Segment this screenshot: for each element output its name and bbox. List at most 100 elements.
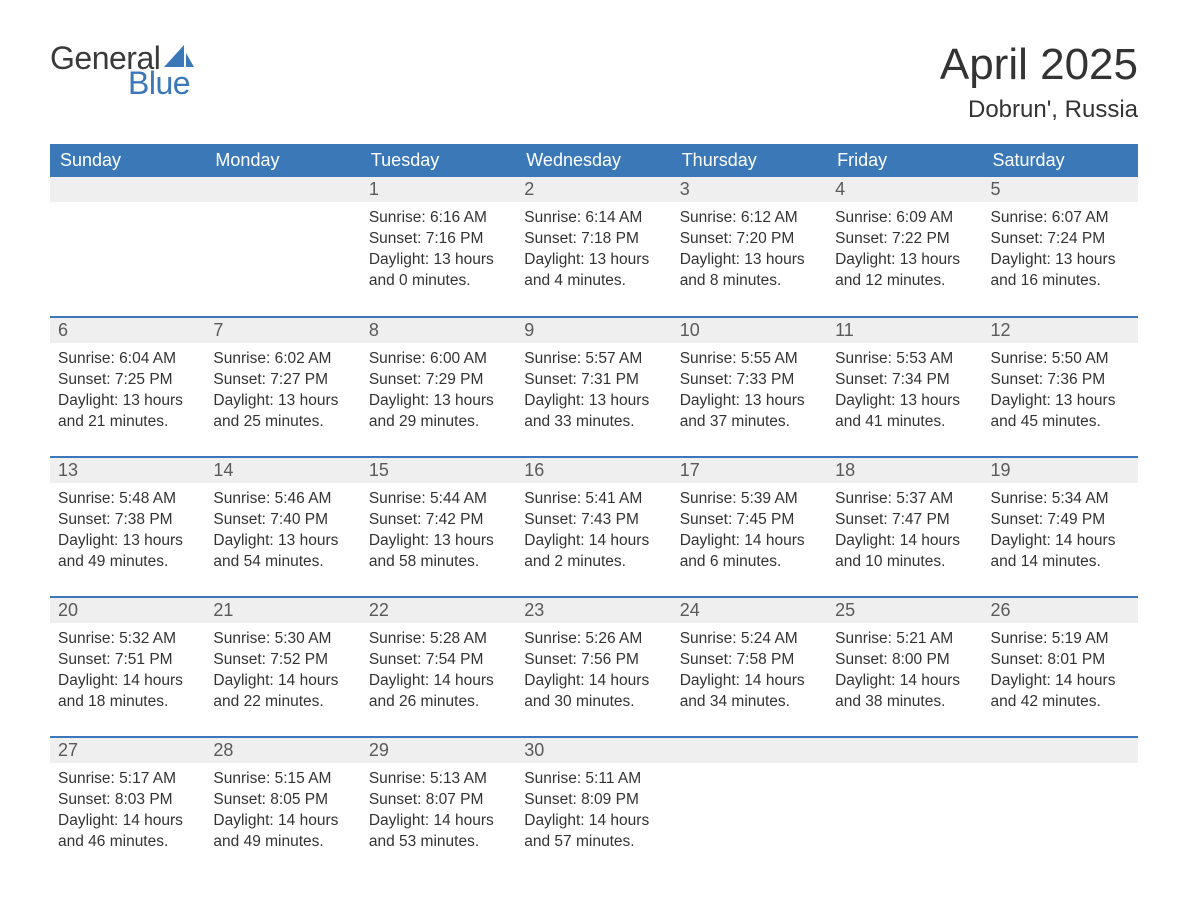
sunrise-line: Sunrise: 6:07 AM <box>991 208 1130 229</box>
calendar-day-cell: 9Sunrise: 5:57 AMSunset: 7:31 PMDaylight… <box>516 317 671 457</box>
sunrise-line: Sunrise: 5:34 AM <box>991 489 1130 510</box>
day-body: Sunrise: 5:34 AMSunset: 7:49 PMDaylight:… <box>983 483 1138 583</box>
sunset-line: Sunset: 7:42 PM <box>369 510 508 531</box>
calendar-day-cell: 30Sunrise: 5:11 AMSunset: 8:09 PMDayligh… <box>516 737 671 877</box>
sunset-line: Sunset: 7:33 PM <box>680 370 819 391</box>
calendar-day-cell: 28Sunrise: 5:15 AMSunset: 8:05 PMDayligh… <box>205 737 360 877</box>
calendar-day-cell: 12Sunrise: 5:50 AMSunset: 7:36 PMDayligh… <box>983 317 1138 457</box>
day-body: Sunrise: 5:26 AMSunset: 7:56 PMDaylight:… <box>516 623 671 723</box>
day-body: Sunrise: 5:19 AMSunset: 8:01 PMDaylight:… <box>983 623 1138 723</box>
day-body: Sunrise: 5:17 AMSunset: 8:03 PMDaylight:… <box>50 763 205 863</box>
daylight-line: Daylight: 13 hours and 25 minutes. <box>213 391 352 433</box>
day-body: Sunrise: 5:15 AMSunset: 8:05 PMDaylight:… <box>205 763 360 863</box>
sunrise-line: Sunrise: 5:53 AM <box>835 349 974 370</box>
sunset-line: Sunset: 7:52 PM <box>213 650 352 671</box>
daylight-line: Daylight: 14 hours and 30 minutes. <box>524 671 663 713</box>
calendar-day-cell: 20Sunrise: 5:32 AMSunset: 7:51 PMDayligh… <box>50 597 205 737</box>
calendar-week-row: 27Sunrise: 5:17 AMSunset: 8:03 PMDayligh… <box>50 737 1138 877</box>
day-number: 3 <box>672 177 827 202</box>
weekday-header: Tuesday <box>361 144 516 177</box>
calendar-day-cell: 15Sunrise: 5:44 AMSunset: 7:42 PMDayligh… <box>361 457 516 597</box>
calendar-day-cell: 26Sunrise: 5:19 AMSunset: 8:01 PMDayligh… <box>983 597 1138 737</box>
day-number: 27 <box>50 738 205 763</box>
title-block: April 2025 Dobrun', Russia <box>940 40 1138 124</box>
day-body: Sunrise: 5:46 AMSunset: 7:40 PMDaylight:… <box>205 483 360 583</box>
sunrise-line: Sunrise: 5:39 AM <box>680 489 819 510</box>
daylight-line: Daylight: 14 hours and 14 minutes. <box>991 531 1130 573</box>
daylight-line: Daylight: 13 hours and 12 minutes. <box>835 250 974 292</box>
sunset-line: Sunset: 7:18 PM <box>524 229 663 250</box>
weekday-header: Friday <box>827 144 982 177</box>
sunrise-line: Sunrise: 5:21 AM <box>835 629 974 650</box>
daylight-line: Daylight: 14 hours and 38 minutes. <box>835 671 974 713</box>
day-number <box>672 738 827 763</box>
sunrise-line: Sunrise: 5:46 AM <box>213 489 352 510</box>
sunrise-line: Sunrise: 5:57 AM <box>524 349 663 370</box>
daylight-line: Daylight: 14 hours and 26 minutes. <box>369 671 508 713</box>
day-number: 5 <box>983 177 1138 202</box>
calendar-thead: SundayMondayTuesdayWednesdayThursdayFrid… <box>50 144 1138 177</box>
location-title: Dobrun', Russia <box>940 96 1138 124</box>
day-body: Sunrise: 6:00 AMSunset: 7:29 PMDaylight:… <box>361 343 516 443</box>
daylight-line: Daylight: 14 hours and 22 minutes. <box>213 671 352 713</box>
calendar-day-cell: 14Sunrise: 5:46 AMSunset: 7:40 PMDayligh… <box>205 457 360 597</box>
sunrise-line: Sunrise: 6:04 AM <box>58 349 197 370</box>
day-body: Sunrise: 6:09 AMSunset: 7:22 PMDaylight:… <box>827 202 982 302</box>
sunset-line: Sunset: 7:27 PM <box>213 370 352 391</box>
sunset-line: Sunset: 7:40 PM <box>213 510 352 531</box>
daylight-line: Daylight: 13 hours and 58 minutes. <box>369 531 508 573</box>
calendar-empty-cell <box>672 737 827 877</box>
day-number: 22 <box>361 598 516 623</box>
day-number: 14 <box>205 458 360 483</box>
calendar-week-row: 1Sunrise: 6:16 AMSunset: 7:16 PMDaylight… <box>50 177 1138 317</box>
day-body: Sunrise: 6:02 AMSunset: 7:27 PMDaylight:… <box>205 343 360 443</box>
daylight-line: Daylight: 13 hours and 45 minutes. <box>991 391 1130 433</box>
calendar-day-cell: 8Sunrise: 6:00 AMSunset: 7:29 PMDaylight… <box>361 317 516 457</box>
day-number: 26 <box>983 598 1138 623</box>
day-body: Sunrise: 5:13 AMSunset: 8:07 PMDaylight:… <box>361 763 516 863</box>
day-body: Sunrise: 6:16 AMSunset: 7:16 PMDaylight:… <box>361 202 516 302</box>
sunset-line: Sunset: 7:43 PM <box>524 510 663 531</box>
sunset-line: Sunset: 7:31 PM <box>524 370 663 391</box>
day-number: 2 <box>516 177 671 202</box>
weekday-header: Sunday <box>50 144 205 177</box>
day-number: 19 <box>983 458 1138 483</box>
sunset-line: Sunset: 7:49 PM <box>991 510 1130 531</box>
calendar-empty-cell <box>983 737 1138 877</box>
day-body: Sunrise: 5:30 AMSunset: 7:52 PMDaylight:… <box>205 623 360 723</box>
calendar-day-cell: 21Sunrise: 5:30 AMSunset: 7:52 PMDayligh… <box>205 597 360 737</box>
daylight-line: Daylight: 13 hours and 33 minutes. <box>524 391 663 433</box>
header-region: General Blue April 2025 Dobrun', Russia <box>50 40 1138 124</box>
calendar-day-cell: 18Sunrise: 5:37 AMSunset: 7:47 PMDayligh… <box>827 457 982 597</box>
day-body: Sunrise: 5:41 AMSunset: 7:43 PMDaylight:… <box>516 483 671 583</box>
sunrise-line: Sunrise: 6:02 AM <box>213 349 352 370</box>
calendar-week-row: 13Sunrise: 5:48 AMSunset: 7:38 PMDayligh… <box>50 457 1138 597</box>
daylight-line: Daylight: 14 hours and 49 minutes. <box>213 811 352 853</box>
day-body: Sunrise: 5:53 AMSunset: 7:34 PMDaylight:… <box>827 343 982 443</box>
weekday-header: Wednesday <box>516 144 671 177</box>
day-number: 12 <box>983 318 1138 343</box>
day-number: 7 <box>205 318 360 343</box>
sunrise-line: Sunrise: 5:26 AM <box>524 629 663 650</box>
day-number: 28 <box>205 738 360 763</box>
day-body: Sunrise: 5:11 AMSunset: 8:09 PMDaylight:… <box>516 763 671 863</box>
sunset-line: Sunset: 8:09 PM <box>524 790 663 811</box>
sunrise-line: Sunrise: 5:32 AM <box>58 629 197 650</box>
calendar-day-cell: 27Sunrise: 5:17 AMSunset: 8:03 PMDayligh… <box>50 737 205 877</box>
daylight-line: Daylight: 14 hours and 57 minutes. <box>524 811 663 853</box>
day-number: 6 <box>50 318 205 343</box>
sunrise-line: Sunrise: 5:30 AM <box>213 629 352 650</box>
sunrise-line: Sunrise: 5:15 AM <box>213 769 352 790</box>
sunrise-line: Sunrise: 5:17 AM <box>58 769 197 790</box>
daylight-line: Daylight: 14 hours and 6 minutes. <box>680 531 819 573</box>
sunset-line: Sunset: 7:22 PM <box>835 229 974 250</box>
daylight-line: Daylight: 13 hours and 54 minutes. <box>213 531 352 573</box>
sunset-line: Sunset: 8:07 PM <box>369 790 508 811</box>
day-number: 18 <box>827 458 982 483</box>
sunrise-line: Sunrise: 5:37 AM <box>835 489 974 510</box>
day-number: 11 <box>827 318 982 343</box>
calendar-day-cell: 6Sunrise: 6:04 AMSunset: 7:25 PMDaylight… <box>50 317 205 457</box>
calendar-day-cell: 22Sunrise: 5:28 AMSunset: 7:54 PMDayligh… <box>361 597 516 737</box>
weekday-row: SundayMondayTuesdayWednesdayThursdayFrid… <box>50 144 1138 177</box>
day-number <box>827 738 982 763</box>
